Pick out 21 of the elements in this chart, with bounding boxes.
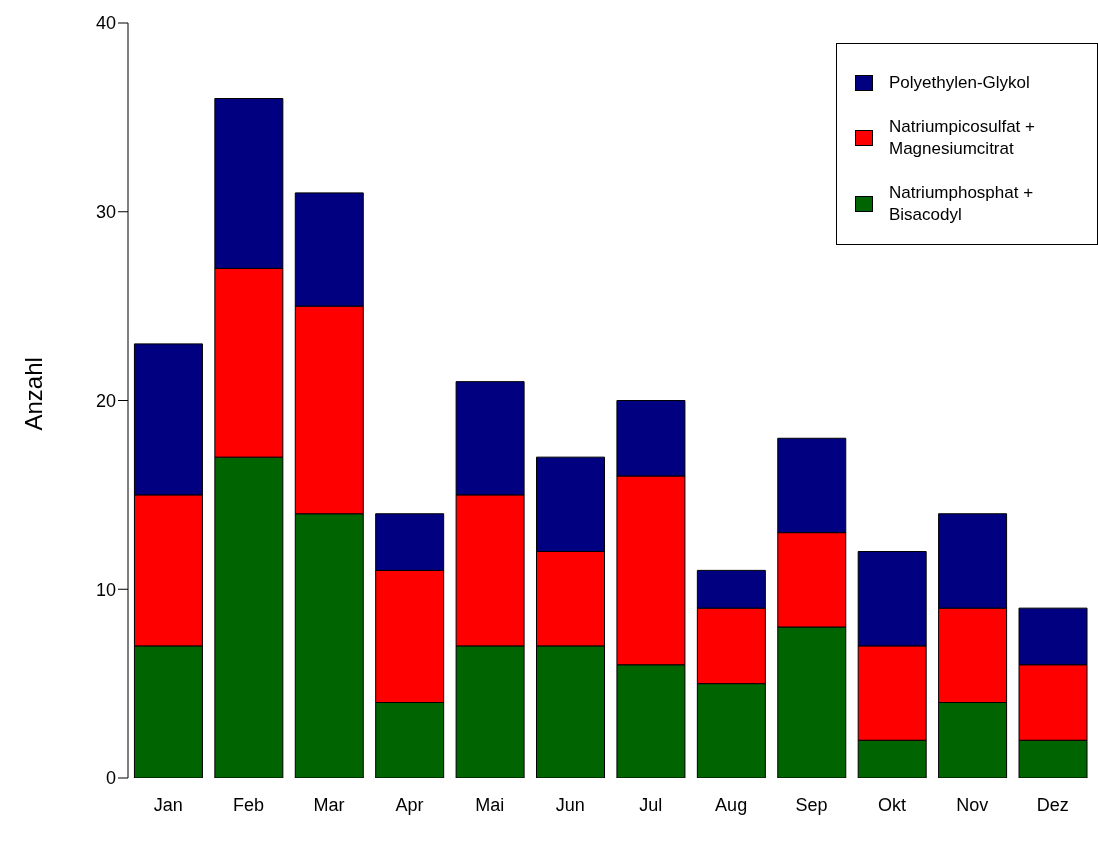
x-tick-label: Nov <box>956 794 989 815</box>
legend-label: Natriumphosphat + Bisacodyl <box>889 182 1035 226</box>
x-tick-label: Jan <box>153 794 183 815</box>
x-tick-label: Okt <box>877 794 906 815</box>
x-tick-label: Sep <box>795 794 828 815</box>
y-tick-label: 30 <box>95 202 116 223</box>
x-tick-label: Aug <box>715 794 748 815</box>
x-tick-label: Jun <box>555 794 585 815</box>
y-tick-label: 0 <box>105 768 116 789</box>
legend-label: Polyethylen-Glykol <box>889 72 1031 94</box>
y-tick-label: 20 <box>95 390 116 411</box>
x-tick-label: Mai <box>475 794 505 815</box>
y-tick-label: 10 <box>95 579 116 600</box>
legend-label: Natriumpicosulfat + Magnesiumcitrat <box>889 116 1036 160</box>
x-tick-label: Apr <box>395 794 424 815</box>
x-tick-label: Dez <box>1036 794 1069 815</box>
x-tick-label: Jul <box>639 794 663 815</box>
x-tick-label: Feb <box>233 794 265 815</box>
y-axis-title: Anzahl <box>19 357 47 431</box>
y-tick-label: 40 <box>95 13 116 34</box>
x-tick-label: Mar <box>313 794 345 815</box>
